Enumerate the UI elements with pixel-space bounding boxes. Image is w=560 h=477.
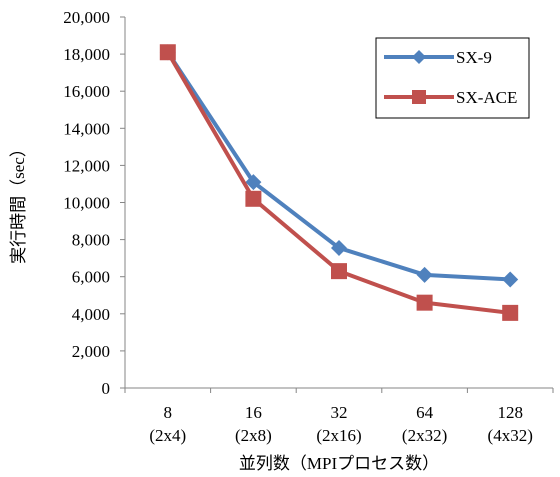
legend-label-sx-ace: SX-ACE: [456, 88, 517, 107]
point-sx-ace: [502, 304, 519, 321]
y-tick-label: 4,000: [72, 305, 110, 324]
x-tick-sublabel: (2x16): [316, 426, 361, 445]
point-sx-9: [416, 266, 433, 283]
axis-ticks: 0 2,000 4,000 6,000 8,000 10,000 12,000 14,000 1…: [63, 8, 554, 445]
legend: SX-9 SX-ACE: [375, 37, 530, 119]
point-sx-9: [331, 239, 347, 256]
y-tick-label: 16,000: [63, 82, 110, 101]
y-tick-label: 18,000: [63, 45, 110, 64]
x-tick-label: 32: [331, 403, 348, 422]
point-sx-ace: [159, 44, 176, 61]
point-sx-9: [502, 271, 519, 288]
y-tick-label: 20,000: [63, 8, 110, 27]
legend-marker-sx-9: [412, 50, 426, 64]
y-tick-label: 0: [102, 379, 111, 398]
x-axis-title: 並列数（MPIプロセス数）: [239, 454, 439, 473]
x-tick-sublabel: (4x32): [488, 426, 533, 445]
y-tick-label: 14,000: [63, 119, 110, 138]
series-layer: [159, 44, 519, 321]
y-axis-title: 実行時間（sec）: [9, 140, 28, 264]
point-sx-ace: [331, 263, 347, 280]
x-tick-label: 128: [497, 403, 523, 422]
y-tick-label: 6,000: [72, 268, 110, 287]
x-tick-label: 64: [416, 403, 434, 422]
legend-marker-sx-ace: [412, 90, 426, 104]
point-sx-ace: [245, 190, 262, 207]
legend-box: [375, 37, 530, 119]
y-tick-label: 8,000: [72, 231, 110, 250]
y-tick-label: 10,000: [63, 194, 110, 213]
y-tick-label: 12,000: [63, 156, 110, 175]
point-sx-9: [245, 174, 262, 191]
y-tick-label: 2,000: [72, 342, 110, 361]
x-tick-sublabel: (2x32): [402, 426, 447, 445]
x-tick-sublabel: (2x8): [235, 426, 272, 445]
x-tick-label: 8: [164, 403, 173, 422]
legend-label-sx-9: SX-9: [456, 48, 492, 67]
point-sx-ace: [416, 294, 433, 311]
x-tick-sublabel: (2x4): [149, 426, 186, 445]
x-tick-label: 16: [245, 403, 262, 422]
